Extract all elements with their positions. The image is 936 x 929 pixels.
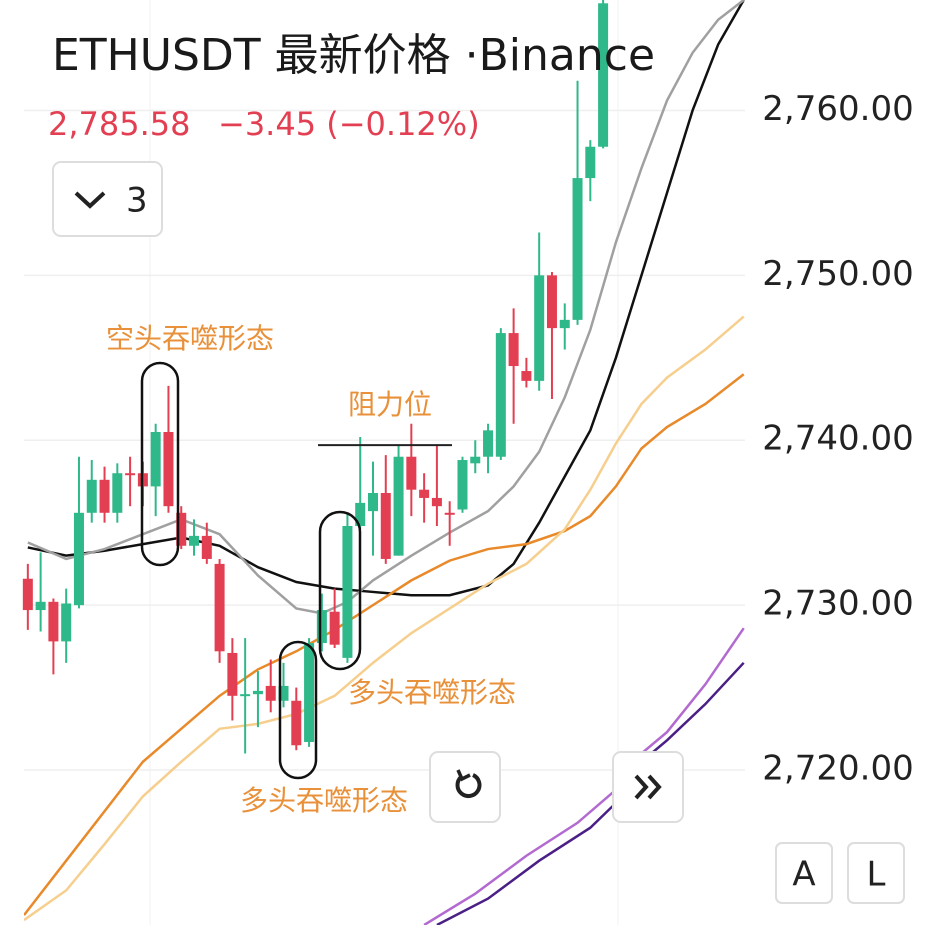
y-tick-label: 2,730.00 [762, 584, 913, 624]
candle-body [304, 643, 315, 742]
ma-line [24, 373, 745, 916]
resistance-label: 阻力位 [348, 388, 432, 421]
auto-scale-button[interactable] [775, 842, 833, 904]
ma-line [27, 0, 745, 597]
candle-body [585, 146, 596, 179]
candle-body [176, 512, 187, 546]
candle-body [546, 275, 557, 329]
candle-body [470, 456, 481, 464]
annotation: 多头吞噬形态 [240, 784, 408, 817]
candle-body [227, 652, 238, 696]
candle-body [457, 460, 468, 510]
candle-body [22, 578, 33, 611]
pattern-oval [140, 361, 180, 567]
candle-body [367, 493, 378, 512]
candle-body [483, 430, 494, 457]
candle-body [521, 370, 532, 381]
candle-body [342, 525, 353, 658]
candle-body [329, 611, 340, 645]
chevrons-icon [634, 774, 662, 800]
candle-body [99, 479, 110, 513]
candle-body [316, 610, 327, 644]
candle-body [73, 512, 84, 606]
candle-body [278, 685, 289, 701]
last-price: 2,785.58 [48, 105, 191, 143]
scale-button-label: L [867, 855, 886, 895]
candle-body [393, 456, 404, 556]
y-tick-label: 2,750.00 [762, 254, 913, 294]
candle-body [61, 603, 72, 642]
log-scale-button[interactable] [847, 842, 905, 904]
indicator-count: 3 [126, 181, 148, 221]
ma-line [24, 315, 745, 922]
scale-button-label: A [792, 855, 815, 895]
candle-body [598, 3, 609, 147]
candle-body [201, 535, 212, 559]
candle-body [150, 431, 161, 487]
price-change: −3.45 (−0.12%) [218, 105, 480, 143]
candle-body [112, 473, 123, 513]
ma-line [27, 0, 745, 615]
candle-body [240, 694, 251, 697]
reset-icon [456, 769, 471, 782]
reset-icon [455, 773, 482, 799]
pattern-oval [278, 640, 318, 780]
y-tick-label: 2,760.00 [762, 89, 913, 129]
candle-body [125, 473, 136, 476]
candle-body [214, 563, 225, 652]
chevron-icon [74, 191, 106, 209]
candle-body [35, 601, 46, 611]
candle-body [431, 497, 442, 507]
candle-body [265, 685, 276, 701]
candle-body [444, 512, 455, 515]
candle-body [559, 319, 570, 329]
y-tick-label: 2,740.00 [762, 419, 913, 459]
y-tick-label: 2,720.00 [762, 749, 913, 789]
candle-body [355, 502, 366, 526]
candle-body [48, 601, 59, 642]
candle-body [380, 493, 391, 559]
candle-body [86, 479, 97, 513]
candle-body [406, 456, 417, 490]
candle-body [163, 431, 174, 507]
candle-body [189, 535, 200, 546]
candle-body [419, 489, 430, 498]
candle-body [495, 333, 506, 457]
candle-body [534, 275, 545, 381]
pattern-oval [318, 510, 362, 671]
reset-button[interactable] [429, 751, 501, 823]
candle-body [291, 700, 302, 746]
candle-body [572, 178, 583, 320]
candle-body [252, 690, 263, 695]
indicator-toggle[interactable] [52, 161, 163, 237]
candle-body [508, 333, 519, 367]
annotation: 多头吞噬形态 [348, 676, 516, 709]
annotation: 空头吞噬形态 [106, 322, 274, 355]
chart-title: ETHUSDT 最新价格 ·Binance [52, 30, 655, 81]
